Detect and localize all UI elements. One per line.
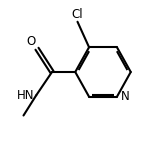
Text: O: O (26, 35, 35, 48)
Text: HN: HN (16, 89, 34, 102)
Text: N: N (121, 90, 129, 103)
Text: Cl: Cl (72, 8, 83, 21)
